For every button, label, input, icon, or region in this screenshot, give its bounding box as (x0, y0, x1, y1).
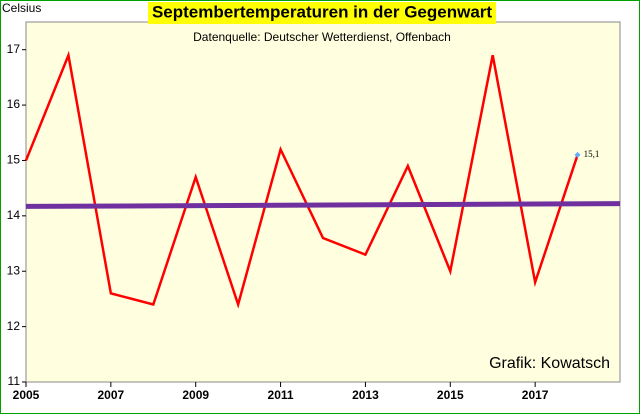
data-label: 15,1 (584, 149, 600, 159)
x-tick-label: 2015 (437, 388, 464, 402)
data-line (25, 201, 621, 209)
y-tick-label: 17 (7, 42, 21, 56)
y-tick-label: 15 (7, 153, 21, 167)
point-marker (574, 151, 581, 158)
title-background (148, 2, 496, 24)
x-tick-label: 2005 (13, 388, 40, 402)
x-tick-label: 2007 (98, 388, 125, 402)
chart-title: Septembertemperaturen in der Gegenwart (152, 2, 492, 21)
x-tick-label: 2017 (522, 388, 549, 402)
y-tick-label: 14 (7, 208, 21, 222)
data-line (24, 50, 579, 309)
y-tick-label: 16 (7, 97, 21, 111)
y-tick-label: 13 (7, 263, 21, 277)
y-tick-label: 12 (7, 319, 21, 333)
annotation: Grafik: Kowatsch (489, 355, 610, 372)
x-tick-label: 2009 (182, 388, 209, 402)
y-axis-label: Celsius (2, 1, 41, 15)
x-tick-label: 2011 (268, 388, 294, 402)
y-tick-label: 11 (8, 374, 21, 388)
x-tick-label: 2013 (352, 388, 379, 402)
subtitle: Datenquelle: Deutscher Wetterdienst, Off… (193, 30, 451, 44)
